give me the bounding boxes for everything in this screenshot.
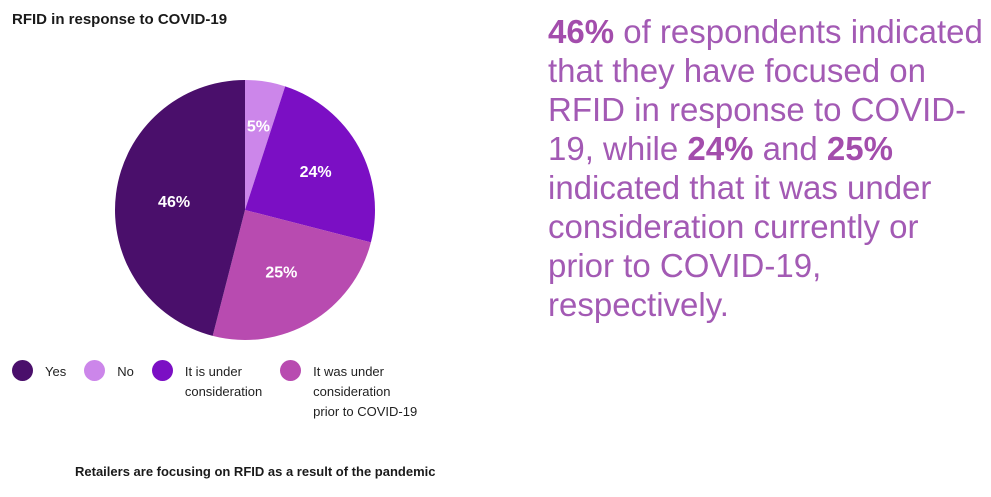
legend-label-prior-consideration: It was under consideration prior to COVI… <box>313 364 418 419</box>
legend-swatch-no <box>84 360 106 381</box>
legend-item-prior-consideration: It was under consideration prior to COVI… <box>280 360 418 422</box>
statement-text-3: indicated that it was under consideratio… <box>548 169 932 323</box>
stat-yes-percent: 46% <box>548 13 615 50</box>
chart-title: RFID in response to COVID-19 <box>12 11 228 28</box>
legend-swatch-under-consideration <box>151 360 173 381</box>
legend-label-under-consideration: It is under consideration <box>184 364 263 399</box>
slice-label-prior-consideration: 25% <box>265 265 297 282</box>
summary-statement: 46% of respondents indicated that they h… <box>548 12 988 324</box>
slice-yes <box>115 80 246 336</box>
slice-no <box>245 80 286 210</box>
legend-item-no: No <box>84 360 134 422</box>
legend-item-yes: Yes <box>12 360 67 422</box>
stat-under-consideration-percent: 24% <box>687 130 754 167</box>
pie-chart: 5% 24% 25% 46% <box>115 80 375 340</box>
slice-label-under-consideration: 24% <box>300 164 332 181</box>
slice-label-no: 5% <box>247 118 270 135</box>
chart-legend: Yes No It is under consideration It was … <box>12 360 435 422</box>
legend-swatch-prior-consideration <box>280 360 302 381</box>
stat-prior-consideration-percent: 25% <box>826 130 893 167</box>
statement-text-1: of respondents indicated that they have … <box>548 13 983 167</box>
chart-caption: Retailers are focusing on RFID as a resu… <box>75 464 436 479</box>
slice-prior-consideration <box>212 210 371 340</box>
slice-under-consideration <box>245 86 375 243</box>
legend-label-no: No <box>117 364 134 379</box>
legend-label-yes: Yes <box>45 364 67 379</box>
statement-text-2: and <box>753 130 827 167</box>
legend-swatch-yes <box>12 360 33 381</box>
legend-item-under-consideration: It is under consideration <box>151 360 263 422</box>
slice-label-yes: 46% <box>158 194 190 211</box>
